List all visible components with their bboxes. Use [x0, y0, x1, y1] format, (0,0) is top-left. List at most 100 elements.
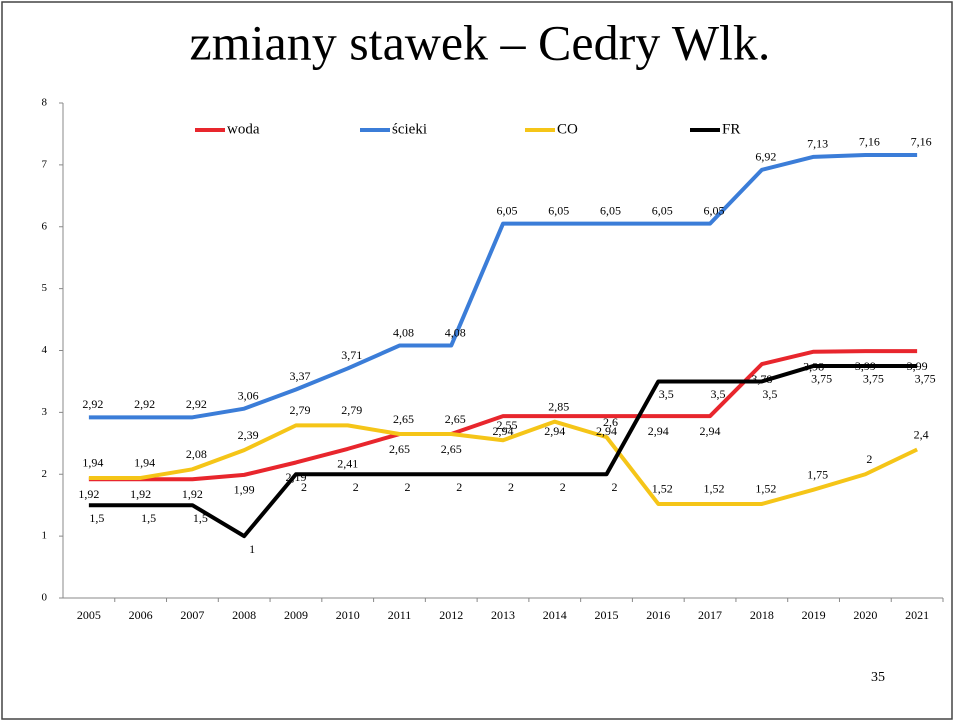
x-tick-label: 2005: [77, 608, 101, 622]
data-label: 2,65: [441, 442, 462, 456]
data-label: 6,05: [497, 203, 518, 217]
x-tick-label: 2019: [802, 608, 826, 622]
x-tick-label: 2018: [750, 608, 774, 622]
x-tick-label: 2006: [129, 608, 153, 622]
data-label: 2,92: [82, 397, 103, 411]
x-tick-label: 2016: [646, 608, 670, 622]
y-tick-label: 7: [42, 158, 48, 170]
x-tick-label: 2021: [905, 608, 929, 622]
data-label: 2,65: [393, 412, 414, 426]
x-tick-label: 2013: [491, 608, 515, 622]
y-tick-label: 0: [42, 592, 48, 604]
y-tick-label: 5: [42, 282, 48, 294]
data-label: 2,4: [914, 427, 929, 441]
x-tick-label: 2014: [543, 608, 567, 622]
series-line: [88, 152, 918, 420]
legend-label: CO: [557, 121, 578, 137]
data-label: 3,99: [855, 359, 876, 373]
data-label: 2: [404, 480, 410, 494]
data-label: 2,65: [389, 442, 410, 456]
data-label: 3,5: [659, 387, 674, 401]
data-label: 1,5: [193, 511, 208, 525]
data-label: 1,75: [807, 467, 828, 481]
data-label: 4,08: [445, 325, 466, 339]
data-label: 3,71: [341, 348, 362, 362]
data-label: 3,98: [803, 359, 824, 373]
data-label: 2,94: [596, 424, 617, 438]
data-label: 7,16: [859, 135, 880, 149]
data-label: 1,5: [141, 511, 156, 525]
data-label: 6,92: [755, 150, 776, 164]
x-tick-label: 2012: [439, 608, 463, 622]
data-label: 1,99: [234, 483, 255, 497]
data-label: 2: [301, 480, 307, 494]
data-label: 2,65: [445, 412, 466, 426]
data-label: 2,79: [341, 403, 362, 417]
data-label: 4,08: [393, 325, 414, 339]
data-label: 1,92: [78, 487, 99, 501]
y-tick-label: 2: [42, 468, 48, 480]
data-label: 2,08: [186, 447, 207, 461]
data-label: 3,75: [863, 372, 884, 386]
data-label: 2,94: [648, 424, 669, 438]
data-label: 3,5: [711, 387, 726, 401]
series-line: [88, 363, 918, 539]
data-label: 1: [249, 542, 255, 556]
data-label: 3,75: [811, 372, 832, 386]
page-number: 35: [871, 670, 885, 685]
x-tick-label: 2017: [698, 608, 722, 622]
y-tick-label: 6: [42, 220, 48, 232]
data-label: 6,05: [600, 203, 621, 217]
data-label: 3,75: [915, 372, 936, 386]
data-label: 1,92: [130, 487, 151, 501]
data-label: 3,5: [762, 387, 777, 401]
data-label: 1,52: [704, 482, 725, 496]
chart-title: zmiany stawek – Cedry Wlk.: [190, 14, 771, 70]
data-label: 2: [353, 480, 359, 494]
y-tick-label: 3: [42, 406, 48, 418]
data-label: 7,13: [807, 137, 828, 151]
x-tick-label: 2020: [853, 608, 877, 622]
data-label: 2,79: [289, 403, 310, 417]
legend-label: FR: [722, 121, 740, 137]
data-label: 6,05: [652, 203, 673, 217]
data-label: 2,6: [603, 415, 618, 429]
data-label: 1,5: [89, 511, 104, 525]
data-label: 3,99: [907, 359, 928, 373]
data-label: 2,92: [134, 397, 155, 411]
data-label: 2,41: [337, 457, 358, 471]
data-label: 3,78: [751, 372, 772, 386]
data-label: 6,05: [704, 203, 725, 217]
data-label: 2,94: [700, 424, 721, 438]
x-tick-label: 2008: [232, 608, 256, 622]
series-line: [88, 419, 918, 506]
data-label: 2,94: [544, 424, 565, 438]
data-label: 2,19: [285, 470, 306, 484]
data-label: 1,92: [182, 487, 203, 501]
data-label: 1,52: [755, 482, 776, 496]
y-tick-label: 1: [42, 530, 48, 542]
x-tick-label: 2009: [284, 608, 308, 622]
data-label: 2: [560, 480, 566, 494]
data-label: 2: [612, 480, 618, 494]
data-label: 6,05: [548, 203, 569, 217]
data-label: 3,06: [238, 388, 259, 402]
data-label: 7,16: [911, 135, 932, 149]
x-tick-label: 2015: [595, 608, 619, 622]
data-label: 1,94: [82, 456, 103, 470]
legend-label: woda: [227, 121, 260, 137]
data-label: 2,94: [493, 424, 514, 438]
x-tick-label: 2007: [180, 608, 204, 622]
x-tick-label: 2011: [388, 608, 412, 622]
y-tick-label: 8: [42, 97, 48, 109]
y-tick-label: 4: [42, 344, 48, 356]
x-tick-label: 2010: [336, 608, 360, 622]
data-label: 1,52: [652, 482, 673, 496]
data-label: 1,94: [134, 456, 155, 470]
data-label: 2,92: [186, 397, 207, 411]
data-label: 2: [508, 480, 514, 494]
data-label: 3,37: [289, 369, 310, 383]
legend-label: ścieki: [392, 121, 427, 137]
data-label: 2,85: [548, 399, 569, 413]
